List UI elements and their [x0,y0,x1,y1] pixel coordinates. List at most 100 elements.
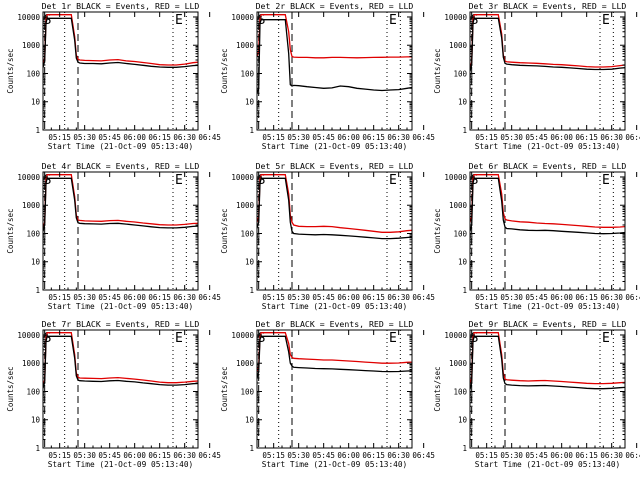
x-tick-label: 06:30 [600,451,623,460]
detector-panel: Det 7r BLACK = Events, RED = LLD S E 1 10 100… [6,319,221,469]
y-tick-label: 10 [245,258,255,267]
plot-frame [256,171,413,291]
x-tick-label: 06:45 [412,293,435,302]
event-marker-label: S [471,331,479,346]
detector-panel: Det 9r BLACK = Events, RED = LLD S E 1 10 100… [433,319,640,469]
x-tick-label: 06:00 [123,293,146,302]
event-marker-label: E [602,13,610,28]
detector-panel: Det 8r BLACK = Events, RED = LLD S E 1 10 100… [220,319,435,469]
y-tick-label: 1 [35,286,40,295]
x-tick-label: 06:15 [362,293,385,302]
x-tick-label: 06:15 [148,293,171,302]
y-tick-label: 1000 [236,201,255,210]
x-tick-label: 06:45 [412,451,435,460]
panel-title: Det 1r BLACK = Events, RED = LLD [42,1,200,11]
event-marker-label: S [44,331,52,346]
x-tick-label: 05:45 [312,133,335,142]
event-marker-label: S [471,173,479,188]
y-tick-label: 1 [249,286,254,295]
y-tick-label: 1 [249,126,254,135]
y-tick-label: 10000 [231,13,254,22]
x-axis-label: Start Time (21-Oct-09 05:13:40) [262,460,408,469]
event-marker-label: S [44,13,52,28]
panel-title: Det 4r BLACK = Events, RED = LLD [42,161,200,171]
y-axis-label: Counts/sec [220,48,229,93]
plot-frame [42,171,199,291]
event-marker-label: E [175,331,183,346]
y-axis-label: Counts/sec [220,366,229,411]
series-line-events [43,17,198,68]
series-line-events [470,17,625,72]
y-tick-label: 1000 [449,41,468,50]
y-tick-label: 10000 [17,13,40,22]
panel-title: Det 3r BLACK = Events, RED = LLD [469,1,627,11]
x-tick-label: 05:30 [73,293,96,302]
y-tick-label: 1 [462,444,467,453]
x-tick-label: 06:30 [173,133,196,142]
event-marker-label: E [389,173,397,188]
y-tick-label: 100 [26,229,40,238]
x-tick-label: 06:00 [550,451,573,460]
y-tick-label: 10 [245,416,255,425]
y-tick-label: 1 [462,286,467,295]
x-tick-label: 06:15 [362,133,385,142]
plot-frame [256,329,413,449]
event-marker-label: E [175,13,183,28]
series-line-lld [43,174,198,229]
panel-title: Det 2r BLACK = Events, RED = LLD [256,1,414,11]
series-line-events [470,335,625,390]
x-tick-label: 05:30 [287,293,310,302]
x-tick-label: 06:15 [148,451,171,460]
x-tick-label: 06:45 [412,133,435,142]
event-marker-label: S [258,331,266,346]
x-axis-label: Start Time (21-Oct-09 05:13:40) [262,142,408,151]
event-marker-label: E [389,13,397,28]
y-tick-label: 100 [453,387,467,396]
event-marker-label: E [602,173,610,188]
detector-panel: Det 5r BLACK = Events, RED = LLD S E 1 10 100… [220,161,435,311]
x-tick-label: 05:30 [287,451,310,460]
panel-title: Det 9r BLACK = Events, RED = LLD [469,319,627,329]
x-tick-label: 06:15 [575,133,598,142]
event-marker-label: E [175,173,183,188]
x-tick-label: 06:00 [550,293,573,302]
x-tick-label: 06:00 [337,293,360,302]
x-axis-label: Start Time (21-Oct-09 05:13:40) [262,302,408,311]
x-tick-label: 05:15 [262,133,285,142]
x-axis-label: Start Time (21-Oct-09 05:13:40) [48,142,194,151]
x-axis-label: Start Time (21-Oct-09 05:13:40) [48,302,194,311]
series-line-events [257,335,412,379]
x-tick-label: 05:30 [287,133,310,142]
x-tick-label: 06:45 [625,293,640,302]
x-tick-label: 05:30 [73,133,96,142]
x-axis-label: Start Time (21-Oct-09 05:13:40) [475,302,621,311]
y-axis-label: Counts/sec [433,366,442,411]
y-tick-label: 10 [31,98,41,107]
y-axis-label: Counts/sec [220,208,229,253]
series-line-events [43,177,198,232]
x-tick-label: 05:15 [262,451,285,460]
x-tick-label: 06:30 [173,293,196,302]
y-tick-label: 1 [249,444,254,453]
x-tick-label: 05:15 [48,133,71,142]
y-tick-label: 10000 [231,331,254,340]
y-tick-label: 100 [240,69,254,78]
y-tick-label: 1000 [449,201,468,210]
event-marker-label: S [258,173,266,188]
x-tick-label: 06:15 [575,293,598,302]
x-tick-label: 06:30 [173,451,196,460]
y-tick-label: 1000 [236,359,255,368]
y-axis-label: Counts/sec [433,48,442,93]
x-tick-label: 05:45 [98,293,121,302]
series-line-events [257,177,412,240]
y-tick-label: 100 [240,387,254,396]
series-line-events [470,177,625,235]
y-tick-label: 10000 [231,173,254,182]
y-tick-label: 10000 [17,331,40,340]
y-tick-label: 1000 [449,359,468,368]
x-tick-label: 05:30 [500,133,523,142]
y-axis-label: Counts/sec [6,48,15,93]
y-tick-label: 1 [35,444,40,453]
y-axis-label: Counts/sec [433,208,442,253]
